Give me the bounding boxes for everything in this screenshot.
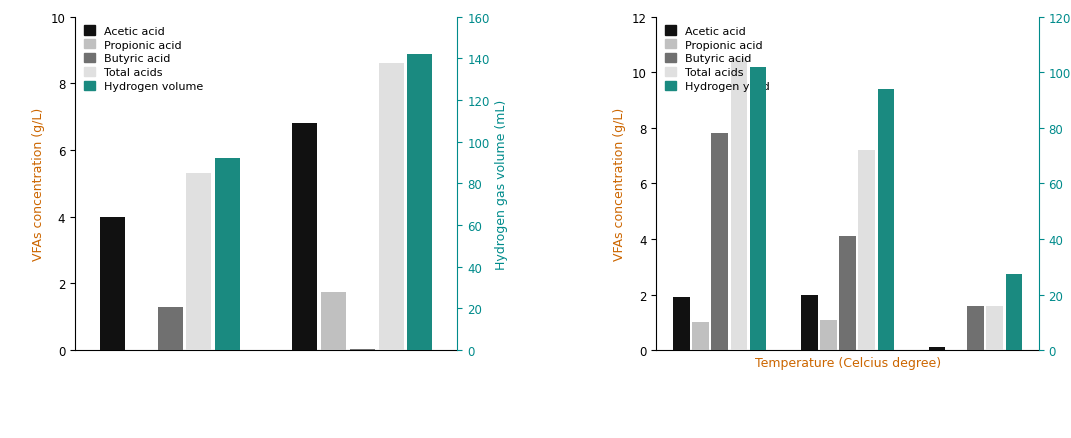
- Bar: [215, 159, 240, 350]
- Bar: [292, 124, 317, 350]
- Bar: [730, 59, 748, 350]
- Bar: [840, 237, 856, 350]
- Bar: [929, 348, 946, 350]
- Bar: [321, 292, 346, 350]
- Bar: [350, 349, 375, 350]
- Bar: [186, 174, 211, 350]
- Bar: [859, 151, 875, 350]
- Bar: [801, 295, 817, 350]
- Bar: [100, 217, 125, 350]
- Legend: Acetic acid, Propionic acid, Butyric acid, Total acids, Hydrogen yield: Acetic acid, Propionic acid, Butyric aci…: [662, 23, 773, 95]
- Y-axis label: Hydrogen gas volume (mL): Hydrogen gas volume (mL): [495, 99, 508, 269]
- Bar: [1006, 274, 1022, 350]
- Bar: [692, 323, 709, 350]
- Y-axis label: VFAs concentration (g/L): VFAs concentration (g/L): [613, 107, 627, 261]
- Bar: [673, 298, 690, 350]
- Bar: [877, 90, 894, 350]
- Bar: [157, 307, 183, 350]
- Legend: Acetic acid, Propionic acid, Butyric acid, Total acids, Hydrogen volume: Acetic acid, Propionic acid, Butyric aci…: [80, 23, 207, 95]
- X-axis label: Temperature (Celcius degree): Temperature (Celcius degree): [755, 356, 940, 369]
- Y-axis label: VFAs concentration (g/L): VFAs concentration (g/L): [32, 107, 45, 261]
- Bar: [967, 306, 984, 350]
- Bar: [750, 67, 767, 350]
- Bar: [820, 320, 836, 350]
- Bar: [379, 64, 404, 350]
- Bar: [986, 306, 1004, 350]
- Bar: [711, 134, 728, 350]
- Bar: [407, 55, 433, 350]
